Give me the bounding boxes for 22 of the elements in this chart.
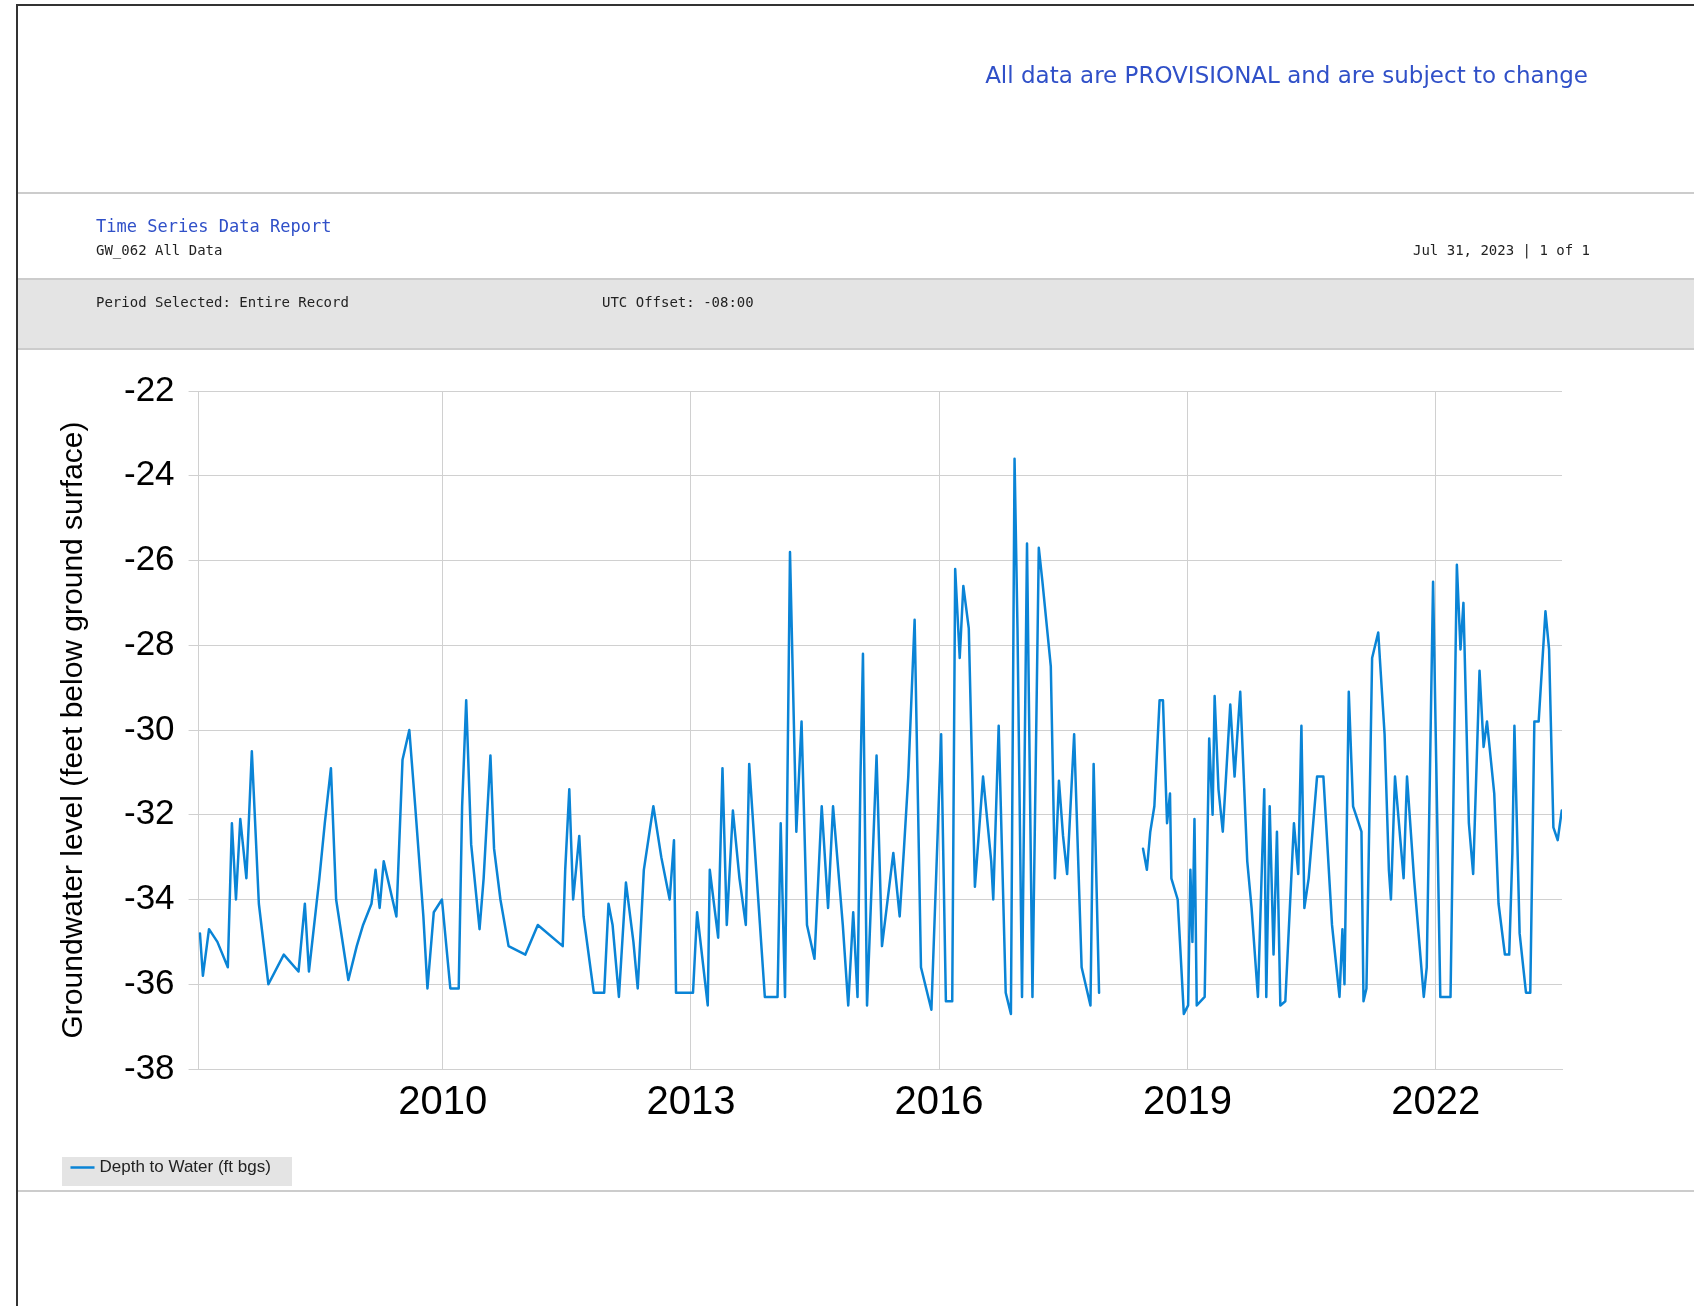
text: Period Selected: Entire Record <box>96 294 349 310</box>
x-tick-label: 2013 <box>646 1078 736 1123</box>
y-tick-label: -36 <box>123 961 175 1001</box>
y-axis-title: Groundwater level (feet below ground surface) <box>55 421 89 1039</box>
y-tick-label: -30 <box>123 707 175 747</box>
y-tick-label: -28 <box>123 622 175 662</box>
x-tick-label: 2016 <box>894 1078 984 1123</box>
x-tick-label: 2022 <box>1391 1078 1481 1123</box>
chart-subtitle: GW_062 All Data <box>96 242 223 258</box>
chart-title: Time Series Data Report <box>96 216 332 236</box>
legend-label: Depth to Water (ft bgs) <box>99 1157 271 1177</box>
text: UTC Offset: -08:00 <box>602 294 754 310</box>
y-tick-label: -32 <box>123 792 175 832</box>
y-tick-label: -34 <box>123 877 175 917</box>
y-tick-label: -24 <box>123 453 175 493</box>
text: All data are PROVISIONAL and are subject to change <box>985 62 1588 88</box>
x-tick-label: 2019 <box>1142 1078 1232 1123</box>
y-tick-label: -26 <box>123 538 175 578</box>
text: Jul 31, 2023 | 1 of 1 <box>1412 242 1590 258</box>
x-tick-label: 2010 <box>398 1078 488 1123</box>
y-tick-label: -22 <box>123 368 175 408</box>
y-tick-label: -38 <box>123 1046 175 1086</box>
